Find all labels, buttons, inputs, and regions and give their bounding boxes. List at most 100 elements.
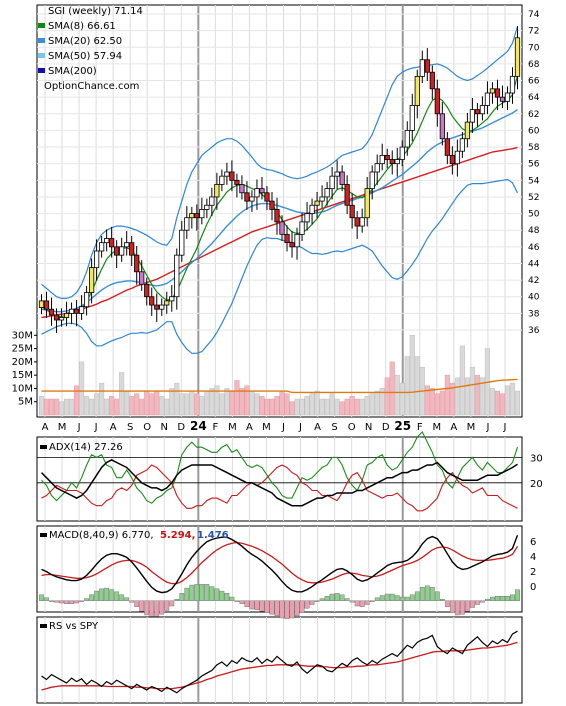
month-label: F [212,422,218,433]
volume-bar [364,396,370,416]
macd-histogram-bar [495,596,500,601]
macd-histogram-bar [324,596,330,601]
volume-bar [439,390,445,416]
volume-bar [109,396,115,416]
volume-bar [79,361,85,416]
candle-body [379,154,385,165]
volume-bar [309,393,315,416]
volume-bar [354,398,360,416]
volume-bar [53,398,60,416]
chart-title: SGI (weekly) 71.14 [48,6,143,17]
candle-body [419,59,425,77]
volume-bar [449,382,455,416]
sma20-line [41,109,518,313]
volume-bar [99,382,105,416]
candle-body [464,121,470,140]
volume-bar [499,393,506,416]
macd-histogram-bar [154,600,160,617]
month-label: D [177,422,185,433]
adx-title: ADX(14) 27.26 [49,442,123,453]
adx-legend-swatch [40,445,47,449]
month-label: J [502,422,506,433]
candle-body [94,250,100,269]
price-tick-label: 50 [528,210,540,220]
candle-body [279,221,285,235]
volume-bar [464,377,470,416]
price-tick-label: 48 [528,226,540,236]
macd-histogram-bar [184,587,190,601]
macd-histogram-bar [284,600,290,619]
candle-body [319,196,325,202]
candle-body [109,238,115,248]
volume-bar [284,393,290,416]
macd-histogram-bar [404,596,410,601]
price-panel-frame [36,4,523,418]
month-label: O [143,422,151,433]
macd-histogram-bar [169,600,175,607]
macd-histogram-bar [304,600,310,609]
macd-histogram-bar [194,584,200,601]
volume-bar [169,388,175,416]
macd-histogram-bar [505,596,510,601]
bollinger-upper-line [41,26,519,299]
price-tick-label: 62 [528,110,539,120]
macd-histogram-bar [244,600,250,607]
candle-body [354,217,360,227]
volume-bar [424,385,430,416]
macd-histogram-bar [409,594,415,601]
legend-swatch [38,23,45,28]
volume-bar [379,388,385,416]
volume-bar [399,382,405,416]
legend-label: SMA(8) 66.61 [48,21,116,32]
macd-histogram-bar [384,593,390,601]
macd-histogram-bar [464,600,470,612]
volume-bar [404,356,410,416]
price-tick-label: 36 [528,326,540,336]
macd-signal-line [41,541,519,585]
legend-label: SMA(200) [48,66,97,77]
candle-body [164,300,170,306]
macd-line [41,534,519,594]
macd-histogram-bar [369,600,375,602]
volume-bar [219,393,225,416]
macd-histogram-bar [429,587,435,601]
macd-histogram-bar [179,593,185,601]
macd-histogram-bar [264,600,270,613]
macd-histogram-bar [314,600,320,602]
volume-bar [134,393,140,416]
macd-histogram-bar [500,596,505,601]
candle-body [329,175,335,190]
volume-bar [359,398,365,416]
candle-body [309,204,315,214]
macd-tick-label: 6 [530,537,536,548]
legend-swatch [38,38,45,43]
volume-tick-label: 30M [12,330,33,341]
grid-lines [37,5,522,703]
volume-bar [329,393,335,416]
volume-bar [74,385,80,416]
watermark-label: OptionChance.com [44,81,139,92]
candle-body [399,146,405,160]
candle-body [174,254,180,298]
price-tick-label: 38 [528,309,540,319]
candle-body [209,196,215,206]
volume-bar [489,388,495,416]
candle-body [269,200,275,210]
rs-legend-swatch [40,624,47,628]
macd-histogram-bar [129,600,135,603]
volume-bar [48,398,55,416]
macd-histogram-bar [219,590,225,601]
candle-body [114,246,120,256]
candle-body [229,171,235,181]
volume-bar [374,390,380,416]
macd-histogram-bar [269,600,275,615]
macd-histogram-bar [174,599,180,601]
volume-bar [299,398,305,416]
month-label: A [450,422,457,433]
candle-body [324,188,330,198]
volume-bar [259,396,265,416]
volume-bar [119,372,125,416]
volume-bar [94,393,100,416]
macd-histogram-bar [485,599,490,601]
